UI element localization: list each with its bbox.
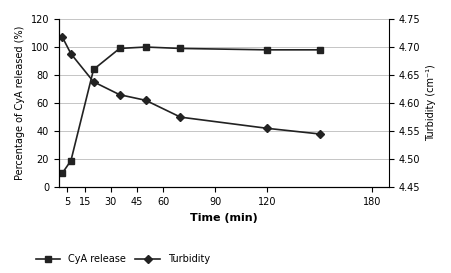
- CyA release: [265, 48, 270, 52]
- Turbidity: [117, 93, 122, 96]
- Turbidity: [60, 35, 65, 38]
- Turbidity: [265, 127, 270, 130]
- Turbidity: [91, 80, 96, 84]
- Y-axis label: Turbidity (cm⁻¹): Turbidity (cm⁻¹): [426, 65, 436, 141]
- Y-axis label: Percentage of CyA released (%): Percentage of CyA released (%): [15, 26, 25, 180]
- CyA release: [117, 47, 122, 50]
- Line: Turbidity: Turbidity: [59, 34, 322, 137]
- CyA release: [68, 159, 74, 162]
- Line: CyA release: CyA release: [59, 44, 322, 176]
- Legend: CyA release, Turbidity: CyA release, Turbidity: [32, 250, 214, 268]
- Turbidity: [178, 115, 183, 119]
- X-axis label: Time (min): Time (min): [190, 212, 258, 222]
- CyA release: [178, 47, 183, 50]
- CyA release: [143, 45, 148, 49]
- Turbidity: [68, 52, 74, 55]
- CyA release: [317, 48, 322, 52]
- CyA release: [91, 68, 96, 71]
- Turbidity: [143, 99, 148, 102]
- Turbidity: [317, 132, 322, 136]
- CyA release: [60, 171, 65, 175]
